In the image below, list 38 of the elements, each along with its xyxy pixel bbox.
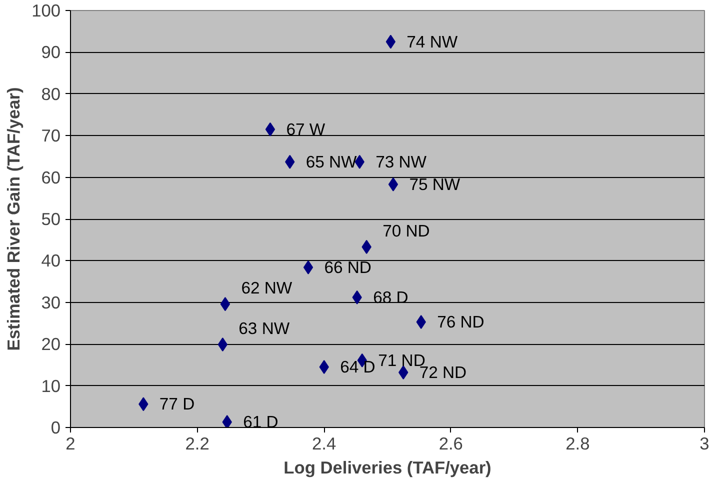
y-tick-label: 20 — [41, 334, 61, 354]
x-tick-label: 2 — [66, 434, 76, 454]
point — [416, 315, 426, 329]
annotation: 74 NW — [406, 32, 458, 52]
x-axis-title: Log Deliveries (TAF/year) — [284, 458, 492, 478]
x-tick-label: 2.4 — [312, 434, 337, 454]
y-tick-label: 70 — [41, 126, 61, 146]
y-tick-label: 100 — [32, 0, 61, 20]
annotation: 76 ND — [437, 312, 484, 332]
annotation: 70 ND — [382, 221, 430, 240]
point — [222, 415, 232, 428]
x-tick-label: 2.2 — [185, 434, 210, 454]
y-tick-label: 10 — [41, 376, 61, 396]
y-tick-label: 80 — [41, 84, 61, 104]
point — [303, 260, 314, 274]
x-tick-label: 3 — [700, 434, 710, 454]
y-tick-label: 40 — [41, 250, 61, 271]
x-tick-label: 2.8 — [566, 434, 590, 454]
annotation: 62 NW — [241, 278, 292, 298]
annotation: 77 D — [159, 394, 195, 414]
annotation: 66 ND — [324, 258, 372, 277]
annotation: 65 NW — [306, 152, 358, 172]
annotation: 73 NW — [376, 152, 427, 172]
x-tick-label: 2.6 — [438, 434, 463, 454]
y-tick-label: 0 — [50, 418, 61, 438]
y-axis-title: Estimated River Gain (TAF/year) — [4, 87, 24, 351]
point — [388, 177, 398, 192]
point — [265, 122, 276, 136]
y-tick-label: 60 — [41, 167, 61, 188]
annotation: 64 D — [340, 358, 376, 377]
y-tick-label: 90 — [41, 42, 61, 62]
point — [386, 34, 396, 49]
y-tick-label: 30 — [41, 292, 61, 312]
annotation: 75 NW — [409, 174, 460, 194]
annotation: 63 NW — [238, 319, 290, 338]
annotation: 67 W — [286, 120, 326, 139]
y-tick-label: 50 — [41, 209, 61, 229]
point — [220, 297, 230, 312]
